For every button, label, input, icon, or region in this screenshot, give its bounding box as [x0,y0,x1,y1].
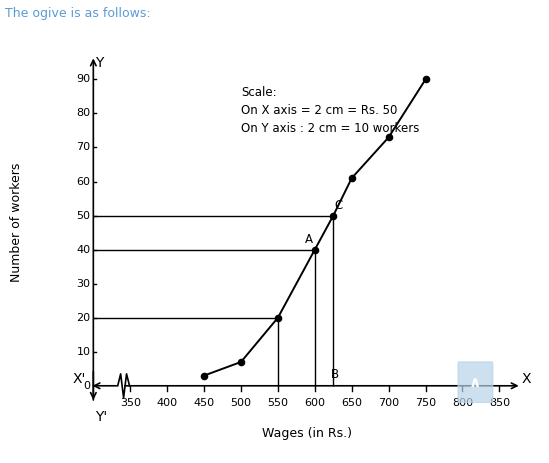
Text: The ogive is as follows:: The ogive is as follows: [5,7,151,20]
Text: 650: 650 [341,398,362,408]
Point [348,175,356,182]
Point [273,314,282,321]
Text: Wages (in Rs.): Wages (in Rs.) [262,426,352,440]
Point [384,133,393,141]
Text: Number of workers: Number of workers [10,163,23,282]
Text: 70: 70 [76,143,91,152]
Point [310,246,319,253]
Text: 20: 20 [76,313,91,323]
Point [237,358,245,366]
Text: X': X' [72,372,86,386]
Text: 700: 700 [378,398,399,408]
Text: ∧: ∧ [469,375,481,390]
Text: X: X [522,372,531,386]
Text: 50: 50 [76,211,91,220]
Text: 350: 350 [120,398,141,408]
Text: 500: 500 [231,398,251,408]
Text: Y': Y' [96,410,108,424]
Text: B: B [331,368,339,381]
Text: 0: 0 [83,381,91,391]
Text: Y: Y [96,56,104,69]
Text: 600: 600 [304,398,326,408]
Text: 450: 450 [193,398,215,408]
Text: 80: 80 [76,108,91,119]
Text: 550: 550 [267,398,288,408]
Text: 90: 90 [76,75,91,84]
FancyBboxPatch shape [458,362,493,403]
Text: Scale:
On X axis = 2 cm = Rs. 50
On Y axis : 2 cm = 10 workers: Scale: On X axis = 2 cm = Rs. 50 On Y ax… [241,86,419,135]
Text: C: C [335,199,343,212]
Point [329,212,338,219]
Text: 40: 40 [76,244,91,255]
Text: 30: 30 [76,279,91,288]
Text: 10: 10 [76,347,91,357]
Point [421,75,430,83]
Point [200,372,209,379]
Text: 750: 750 [415,398,436,408]
Text: 850: 850 [489,398,510,408]
Text: 60: 60 [76,176,91,187]
Text: 800: 800 [452,398,473,408]
Text: A: A [305,233,312,246]
Text: 400: 400 [156,398,178,408]
